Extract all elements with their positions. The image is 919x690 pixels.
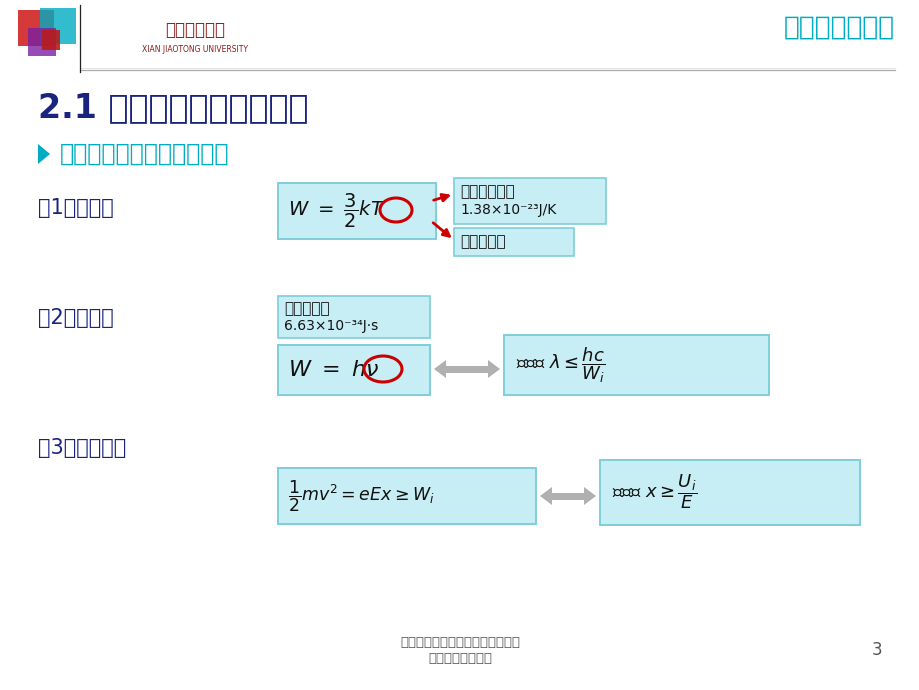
FancyBboxPatch shape: [453, 228, 573, 256]
Text: 西安交通大学: 西安交通大学: [165, 21, 225, 39]
Text: 2.1 带电粒子的产生与消失: 2.1 带电粒子的产生与消失: [38, 92, 308, 124]
FancyBboxPatch shape: [453, 178, 606, 224]
FancyBboxPatch shape: [599, 460, 859, 525]
Text: 电的基本物理过程: 电的基本物理过程: [427, 651, 492, 664]
Text: $W \ = \ h\nu$: $W \ = \ h\nu$: [288, 360, 380, 380]
FancyBboxPatch shape: [278, 183, 436, 239]
Text: 高电压工程基础: 高电压工程基础: [783, 15, 894, 41]
Bar: [28, 28, 56, 56]
Text: $\dfrac{1}{2}mv^2 = eEx \geq W_i$: $\dfrac{1}{2}mv^2 = eEx \geq W_i$: [288, 478, 434, 514]
Polygon shape: [38, 144, 50, 164]
Text: 波尔茨曼常数: 波尔茨曼常数: [460, 184, 515, 199]
Text: 条件：$\ x \geq \dfrac{U_i}{E}$: 条件：$\ x \geq \dfrac{U_i}{E}$: [611, 473, 697, 511]
Polygon shape: [584, 487, 596, 505]
FancyBboxPatch shape: [504, 335, 768, 395]
Text: 6.63×10⁻³⁴J·s: 6.63×10⁻³⁴J·s: [284, 319, 378, 333]
Text: 气体中电子与正离子的产生: 气体中电子与正离子的产生: [60, 142, 229, 166]
FancyBboxPatch shape: [444, 366, 490, 373]
Polygon shape: [487, 360, 499, 378]
Text: XIAN JIAOTONG UNIVERSITY: XIAN JIAOTONG UNIVERSITY: [142, 46, 248, 55]
FancyBboxPatch shape: [550, 493, 585, 500]
Bar: [42, 30, 60, 50]
Text: （1）热电离: （1）热电离: [38, 198, 114, 218]
Text: 1.38×10⁻²³J/K: 1.38×10⁻²³J/K: [460, 203, 556, 217]
Text: 热力学温度: 热力学温度: [460, 235, 505, 250]
Text: 普朗克常数: 普朗克常数: [284, 302, 329, 317]
Text: 条件：$\ \lambda \leq \dfrac{hc}{W_i}$: 条件：$\ \lambda \leq \dfrac{hc}{W_i}$: [516, 345, 605, 385]
Polygon shape: [539, 487, 551, 505]
Text: 高电压工程基础施围邱毃昌气体放: 高电压工程基础施围邱毃昌气体放: [400, 635, 519, 649]
Text: 3: 3: [870, 641, 881, 659]
Bar: [40, 8, 76, 44]
Polygon shape: [434, 360, 446, 378]
FancyBboxPatch shape: [278, 296, 429, 338]
Text: （3）碰撞电离: （3）碰撞电离: [38, 438, 126, 458]
FancyBboxPatch shape: [278, 345, 429, 395]
Text: $W \ = \ \dfrac{3}{2}kT$: $W \ = \ \dfrac{3}{2}kT$: [288, 192, 385, 230]
Bar: [18, 10, 54, 46]
FancyBboxPatch shape: [278, 468, 536, 524]
Text: （2）光电离: （2）光电离: [38, 308, 114, 328]
